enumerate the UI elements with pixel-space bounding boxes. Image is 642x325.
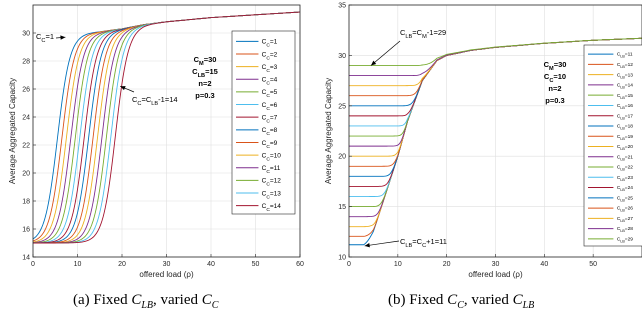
x-tick-label: 30 (492, 261, 500, 268)
legend-label: CC=3 (262, 64, 278, 74)
annotation-arrowhead (370, 60, 377, 66)
x-tick-label: 20 (443, 261, 451, 268)
x-tick-label: 0 (31, 261, 35, 268)
legend-label: CC=2 (262, 51, 278, 61)
parameter-text: CM=30 (194, 55, 217, 67)
legend-label: CLB=25 (617, 195, 633, 202)
y-tick-label: 30 (338, 53, 346, 60)
legend-label: CLB=29 (617, 236, 633, 243)
y-tick-label: 28 (22, 59, 30, 66)
legend-label: CLB=18 (617, 124, 633, 131)
y-tick-label: 18 (22, 199, 30, 206)
series-line (349, 37, 642, 66)
parameter-text: n=2 (548, 84, 561, 93)
legend-label: CLB=11 (617, 52, 633, 59)
legend-label: CC=9 (262, 140, 278, 150)
y-tick-label: 14 (22, 255, 30, 262)
x-axis-label: offered load (ρ) (468, 270, 523, 279)
legend-label: CLB=22 (617, 165, 633, 172)
parameter-text: CC=10 (544, 72, 566, 84)
legend-label: CC=14 (262, 203, 282, 213)
legend-box (583, 44, 642, 247)
y-tick-label: 10 (338, 255, 346, 262)
y-tick-label: 20 (338, 154, 346, 161)
legend-label: CLB=19 (617, 134, 633, 141)
annotation-label: CC=1 (36, 32, 54, 44)
annotation-arrowhead (364, 243, 370, 248)
legend-label: CLB=15 (617, 93, 633, 100)
series-lines (33, 11, 300, 244)
y-tick-label: 15 (338, 204, 346, 211)
annotation-arrow (364, 240, 400, 247)
legend-label: CC=12 (262, 178, 282, 188)
legend-label: CC=8 (262, 127, 278, 137)
y-tick-label: 22 (22, 143, 30, 150)
legend-label: CLB=26 (617, 206, 633, 213)
x-tick-label: 10 (394, 261, 402, 268)
legend-label: CLB=21 (617, 154, 633, 161)
legend-label: CLB=17 (617, 113, 633, 120)
legend-label: CLB=24 (617, 185, 633, 192)
parameter-text: CLB=15 (192, 67, 218, 79)
parameter-text: p=0.3 (195, 91, 214, 100)
parameter-text: CM=30 (544, 60, 567, 72)
x-tick-label: 20 (118, 261, 126, 268)
x-tick-label: 30 (163, 261, 171, 268)
legend-label: CLB=14 (617, 83, 633, 90)
x-tick-label: 10 (74, 261, 82, 268)
legend: CLB=11 CLB=12 CLB=13 CLB=14 CLB=15 CLB=16 CLB=… (583, 44, 642, 247)
parameter-text: p=0.3 (545, 96, 564, 105)
x-tick-label: 40 (540, 261, 548, 268)
legend-label: CC=1 (262, 39, 278, 49)
parameter-text: n=2 (198, 79, 211, 88)
legend-label: CLB=27 (617, 216, 633, 223)
legend-label: CLB=28 (617, 226, 633, 233)
legend-label: CLB=12 (617, 62, 633, 69)
series-line (33, 11, 300, 244)
legend-label: CC=13 (262, 190, 282, 200)
legend-label: CC=11 (262, 165, 281, 175)
y-tick-label: 30 (22, 31, 30, 38)
x-tick-label: 0 (347, 261, 351, 268)
legend-label: CLB=13 (617, 72, 633, 79)
y-tick-label: 20 (22, 171, 30, 178)
x-tick-label: 40 (207, 261, 215, 268)
legend-label: CC=7 (262, 114, 278, 124)
x-tick-label: 60 (296, 261, 304, 268)
y-axis-label: Average Aggregated Capacity (8, 78, 17, 184)
legend-label: CC=10 (262, 152, 282, 162)
legend-label: CC=6 (262, 102, 278, 112)
x-axis-label: offered load (ρ) (139, 270, 194, 279)
annotation-label: CC=CLB-1=14 (132, 95, 178, 107)
y-tick-label: 16 (22, 227, 30, 234)
annotation-arrow (370, 40, 401, 66)
legend-label: CLB=23 (617, 175, 633, 182)
annotation-label: CLB=CC+1=11 (400, 237, 447, 249)
y-axis-label: Average Aggregated Capacity (324, 78, 333, 184)
legend-label: CLB=16 (617, 103, 633, 110)
annotation-label: CLB=CM-1=29 (400, 28, 446, 40)
x-tick-label: 50 (252, 261, 260, 268)
y-tick-label: 35 (338, 3, 346, 10)
y-tick-label: 24 (22, 115, 30, 122)
legend-box (231, 30, 296, 215)
legend-label: CLB=20 (617, 144, 633, 151)
legend: CC=1 CC=2 CC=3 CC=4 CC=5 CC=6 CC=7 CC=8 CC=9 CC=1… (231, 30, 296, 215)
x-tick-label: 50 (589, 261, 597, 268)
caption-a: (a) Fixed CLB, varied CC (73, 292, 219, 311)
y-tick-label: 25 (338, 103, 346, 110)
annotation-arrowhead (60, 35, 66, 40)
series-lines (349, 37, 642, 246)
caption-b: (b) Fixed CC, varied CLB (388, 292, 535, 311)
legend-label: CC=5 (262, 89, 278, 99)
chart-a: 0 10 20 30 40 50 60 14 16 18 20 22 24 26 28 30 offered l… (8, 4, 304, 279)
annotation-arrowhead (120, 86, 126, 91)
y-tick-label: 26 (22, 87, 30, 94)
legend-label: CC=4 (262, 77, 278, 87)
